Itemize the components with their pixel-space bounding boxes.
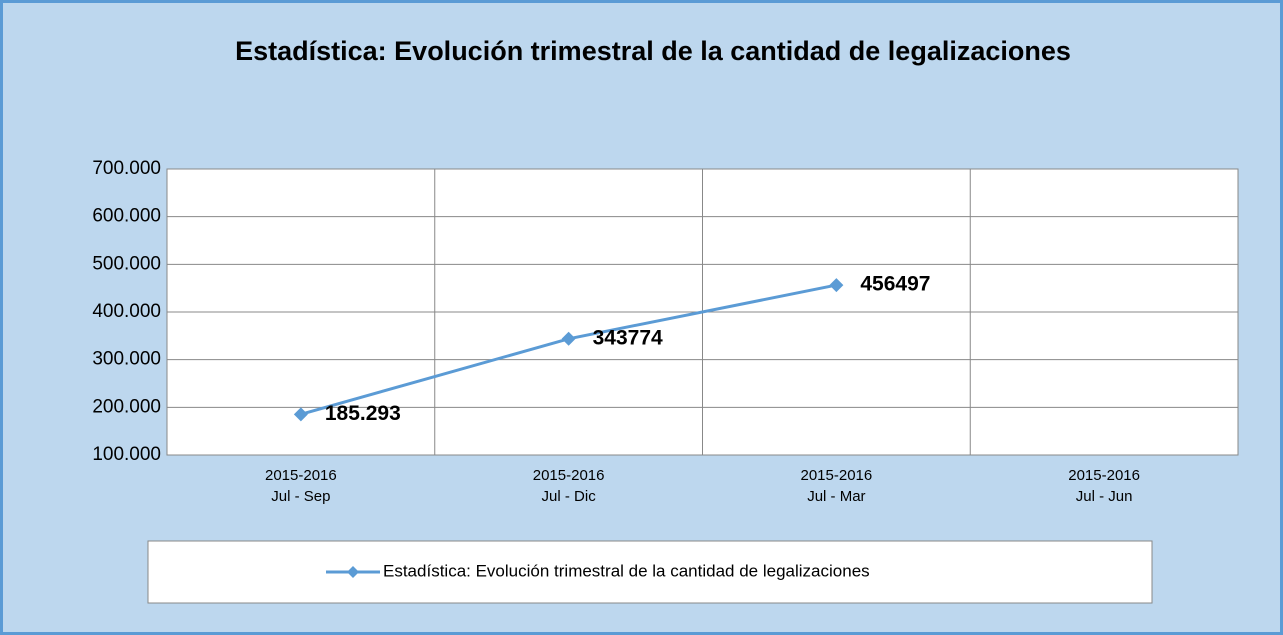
y-tick-label: 400.000 — [92, 301, 161, 322]
data-label: 343774 — [593, 326, 663, 349]
legend-box — [147, 540, 1153, 604]
y-tick-label: 500.000 — [92, 253, 161, 274]
data-label: 456497 — [860, 273, 930, 296]
y-tick-label: 200.000 — [92, 396, 161, 417]
y-tick-label: 300.000 — [92, 349, 161, 370]
y-tick-label: 100.000 — [92, 444, 161, 465]
y-tick-label: 600.000 — [92, 206, 161, 227]
data-label: 185.293 — [325, 402, 401, 425]
x-tick-label: 2015-2016 Jul - Mar — [800, 467, 873, 505]
marker — [293, 407, 308, 422]
x-tick-label: 2015-2016 Jul - Jun — [1068, 467, 1140, 505]
marker — [829, 278, 844, 293]
legend-label: Estadística: Evolución trimestral de la … — [383, 561, 870, 580]
marker — [561, 331, 576, 346]
x-tick-label: 2015-2016 Jul - Sep — [265, 467, 337, 505]
chart-title: Estadística: Evolución trimestral de la … — [235, 36, 1071, 66]
y-tick-label: 700.000 — [92, 158, 161, 179]
legend-marker — [347, 566, 359, 578]
x-tick-label: 2015-2016 Jul - Dic — [532, 467, 605, 505]
chart: Estadística: Evolución trimestral de la … — [92, 36, 1239, 604]
